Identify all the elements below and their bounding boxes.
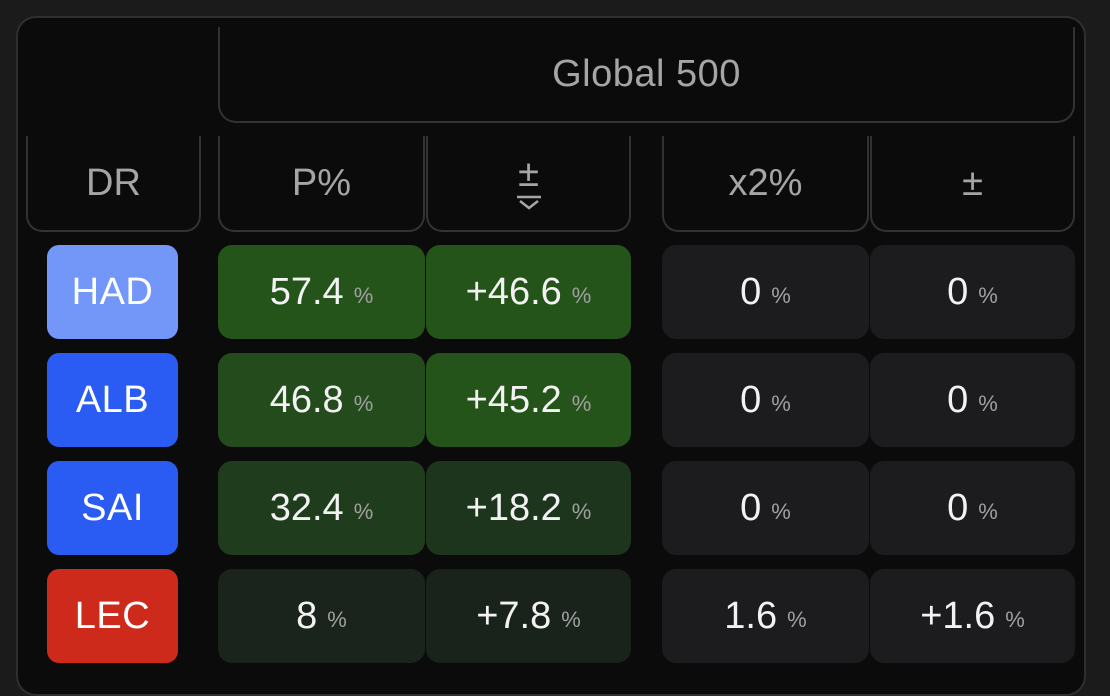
cell-x2-delta: 0% [870, 461, 1075, 555]
cell-value: 8 [296, 594, 318, 637]
cell-value: +18.2 [465, 486, 562, 529]
cell-value: 0 [947, 486, 969, 529]
cell-x2-pct: 1.6% [662, 569, 869, 663]
cell-p-delta: +18.2% [426, 461, 631, 555]
cell-x2-delta: 0% [870, 353, 1075, 447]
cell-unit: % [978, 499, 998, 524]
cell-unit: % [353, 499, 374, 524]
driver-badge-sai[interactable]: SAI [47, 461, 178, 555]
column-header-p-pct-label: P% [291, 161, 352, 204]
cell-value: 0 [947, 270, 969, 313]
cell-value: 32.4 [269, 486, 344, 529]
cell-unit: % [571, 391, 592, 416]
cell-value: 0 [740, 270, 762, 313]
cell-value: +7.8 [476, 594, 552, 637]
cell-value: 0 [740, 378, 762, 421]
cell-value: +45.2 [465, 378, 562, 421]
cell-p-delta: +45.2% [426, 353, 631, 447]
driver-badge-alb[interactable]: ALB [47, 353, 178, 447]
cell-value: +1.6 [920, 594, 996, 637]
cell-unit: % [327, 607, 347, 632]
cell-x2-delta: 0% [870, 245, 1075, 339]
cell-unit: % [787, 607, 807, 632]
driver-code: ALB [75, 378, 150, 421]
driver-code: SAI [81, 486, 144, 529]
column-header-p-delta[interactable]: ± [426, 136, 631, 232]
cell-value: 46.8 [269, 378, 344, 421]
cell-unit: % [978, 283, 998, 308]
group-header-title: Global 500 [552, 52, 741, 95]
cell-unit: % [561, 607, 581, 632]
cell-x2-pct: 0% [662, 245, 869, 339]
cell-value: 1.6 [724, 594, 778, 637]
cell-unit: % [353, 283, 374, 308]
cell-x2-pct: 0% [662, 353, 869, 447]
cell-x2-pct: 0% [662, 461, 869, 555]
column-header-x2-delta[interactable]: ± [870, 136, 1075, 232]
cell-unit: % [571, 283, 592, 308]
cell-p-delta: +46.6% [426, 245, 631, 339]
cell-x2-delta: +1.6% [870, 569, 1075, 663]
cell-unit: % [978, 391, 998, 416]
driver-badge-lec[interactable]: LEC [47, 569, 178, 663]
column-header-x2-delta-label: ± [962, 161, 983, 204]
cell-unit: % [571, 499, 592, 524]
cell-unit: % [771, 391, 791, 416]
column-header-p-pct[interactable]: P% [218, 136, 425, 232]
cell-p-pct: 46.8% [218, 353, 425, 447]
corner-box [26, 27, 206, 123]
cell-unit: % [1005, 607, 1025, 632]
column-header-x2-pct[interactable]: x2% [662, 136, 869, 232]
driver-badge-had[interactable]: HAD [47, 245, 178, 339]
cell-p-pct: 32.4% [218, 461, 425, 555]
cell-unit: % [771, 499, 791, 524]
driver-code: HAD [71, 270, 154, 313]
group-header-global-500: Global 500 [218, 27, 1075, 123]
driver-code: LEC [74, 594, 151, 637]
cell-p-pct: 57.4% [218, 245, 425, 339]
cell-p-delta: +7.8% [426, 569, 631, 663]
cell-value: 0 [947, 378, 969, 421]
column-header-p-delta-label: ± [518, 153, 539, 195]
cell-unit: % [771, 283, 791, 308]
cell-value: 0 [740, 486, 762, 529]
cell-unit: % [353, 391, 374, 416]
cell-value: 57.4 [269, 270, 344, 313]
cell-value: +46.6 [465, 270, 562, 313]
column-header-x2-pct-label: x2% [728, 161, 803, 204]
column-header-dr-label: DR [86, 161, 141, 204]
sort-descending-icon [516, 195, 541, 210]
cell-p-pct: 8% [218, 569, 425, 663]
column-header-dr[interactable]: DR [26, 136, 201, 232]
